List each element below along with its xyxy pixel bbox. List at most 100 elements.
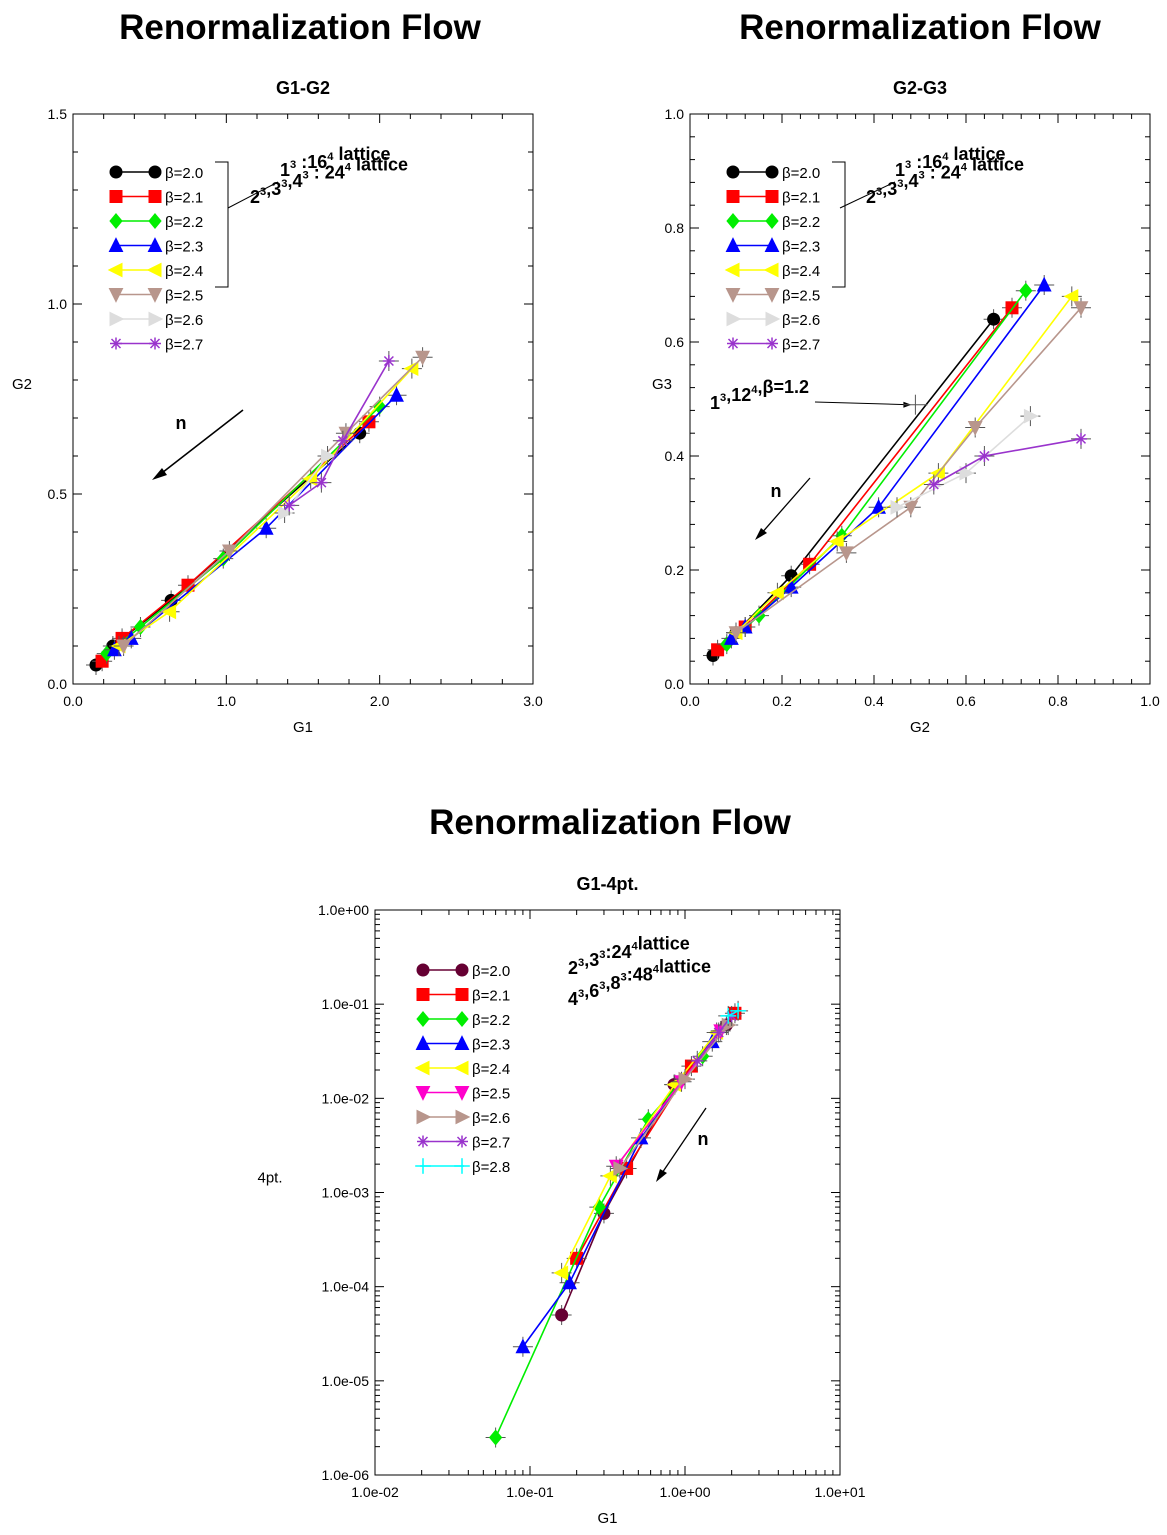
legend-label: β=2.5 [782, 288, 820, 305]
data-point [1073, 301, 1089, 317]
x-tick-label: 0.0 [680, 693, 700, 709]
x-axis-label: G1 [293, 719, 313, 736]
x-tick-label: 0.4 [864, 693, 884, 709]
y-tick-label: 1.0e+00 [318, 902, 369, 918]
data-point [321, 448, 336, 464]
legend-marker [146, 262, 162, 278]
y-tick-label: 0.0 [665, 676, 685, 692]
x-axis-label: G2 [910, 719, 930, 736]
series-line [123, 356, 424, 647]
data-point [283, 499, 296, 512]
flow-arrow [157, 409, 244, 477]
legend-marker [148, 190, 162, 203]
legend-marker [107, 262, 123, 278]
legend-label: β=2.6 [472, 1110, 510, 1127]
series-line [560, 1024, 728, 1316]
x-tick-label: 1.0 [1140, 693, 1160, 709]
legend-marker [109, 165, 123, 179]
data-point [161, 604, 177, 620]
legend-label: β=2.1 [782, 190, 820, 207]
legend-label: β=2.0 [472, 963, 510, 980]
annotation-beta12: 13,124,β=1.2 [710, 377, 809, 413]
data-point [1019, 282, 1033, 299]
legend-marker [149, 337, 161, 350]
series-line [619, 1024, 729, 1169]
x-tick-label: 1.0e-02 [351, 1484, 399, 1500]
chart-0: G1-G2 G1 G2 0.0 1.0 2.0 3.0 0.0 0.5 1.0 1.5 β=2.0 β=… [12, 78, 543, 736]
legend-marker [147, 288, 163, 303]
annotation-lattice-1: 23,33:244lattice [568, 934, 690, 978]
y-tick-label: 1.0e-01 [322, 996, 370, 1012]
legend-marker [766, 337, 778, 350]
data-point [336, 434, 349, 447]
legend-marker [415, 1158, 431, 1174]
chart-2: G1-4pt. G1 4pt. 1.0e-02 1.0e-01 1.0e+00 1.0e+0… [257, 874, 865, 1527]
y-axis-label: G3 [652, 376, 672, 393]
x-tick-label: 3.0 [523, 693, 543, 709]
data-point [1036, 276, 1052, 292]
y-tick-label: 0.5 [48, 486, 68, 502]
legend-label: β=2.1 [165, 190, 203, 207]
legend-marker [455, 988, 469, 1001]
legend-marker [726, 165, 740, 179]
flow-arrow-head [656, 1169, 667, 1182]
y-tick-label: 0.6 [665, 334, 685, 350]
annotation-pointer [839, 181, 896, 209]
series-β=2.0 [551, 1015, 737, 1326]
flow-arrow-head [755, 528, 767, 540]
x-tick-label: 1.0 [217, 693, 237, 709]
series-β=2.3 [512, 1031, 723, 1357]
data-point [133, 619, 148, 635]
legend-marker [765, 311, 781, 327]
data-point [678, 1071, 694, 1087]
data-point [555, 1308, 569, 1322]
flow-arrow [759, 477, 811, 536]
data-point [1075, 432, 1087, 445]
y-tick-label: 1.0 [48, 296, 68, 312]
legend-label: β=2.6 [165, 312, 203, 329]
x-tick-label: 0.8 [1048, 693, 1068, 709]
series-line [696, 1015, 733, 1062]
legend-marker [726, 213, 740, 229]
legend-label: β=2.4 [165, 263, 203, 280]
data-point [828, 534, 844, 549]
legend-label: β=2.2 [472, 1012, 510, 1029]
legend-bracket [832, 161, 846, 288]
data-point [315, 476, 328, 489]
flow-label-n: n [176, 413, 187, 433]
series-β=2.2 [485, 1046, 713, 1448]
x-tick-label: 1.0e-01 [506, 1484, 554, 1500]
legend-marker [765, 213, 779, 229]
legend-marker [148, 213, 162, 229]
legend-label: β=2.8 [472, 1159, 510, 1176]
legend-label: β=2.0 [782, 165, 820, 182]
legend-marker [148, 311, 164, 327]
data-point [967, 421, 983, 436]
data-point [987, 312, 1001, 326]
series-β=2.7 [279, 351, 399, 516]
y-tick-label: 1.0e-06 [322, 1467, 370, 1483]
legend-label: β=2.4 [782, 263, 820, 280]
legend-marker [108, 288, 124, 303]
series-β=2.6 [887, 406, 1041, 518]
legend-marker [148, 165, 162, 179]
page-title-2: Renormalization Flow [739, 8, 1101, 47]
annotation-lattice-1: 13 :164 lattice [280, 144, 391, 180]
legend-marker [108, 237, 124, 252]
legend-label: β=2.3 [782, 239, 820, 256]
flow-arrow [659, 1107, 707, 1177]
y-tick-label: 0.4 [665, 448, 685, 464]
legend-marker [726, 311, 742, 327]
x-tick-label: 0.6 [956, 693, 976, 709]
y-tick-label: 1.0e-03 [322, 1185, 370, 1201]
legend-label: β=2.7 [782, 337, 820, 354]
legend-label: β=2.3 [165, 239, 203, 256]
legend-marker [455, 963, 469, 977]
data-point [553, 1265, 569, 1281]
legend-marker [414, 1060, 430, 1076]
flow-label-n: n [771, 481, 782, 501]
y-tick-label: 1.5 [48, 106, 68, 122]
data-point [838, 546, 854, 562]
data-point [1023, 408, 1039, 424]
